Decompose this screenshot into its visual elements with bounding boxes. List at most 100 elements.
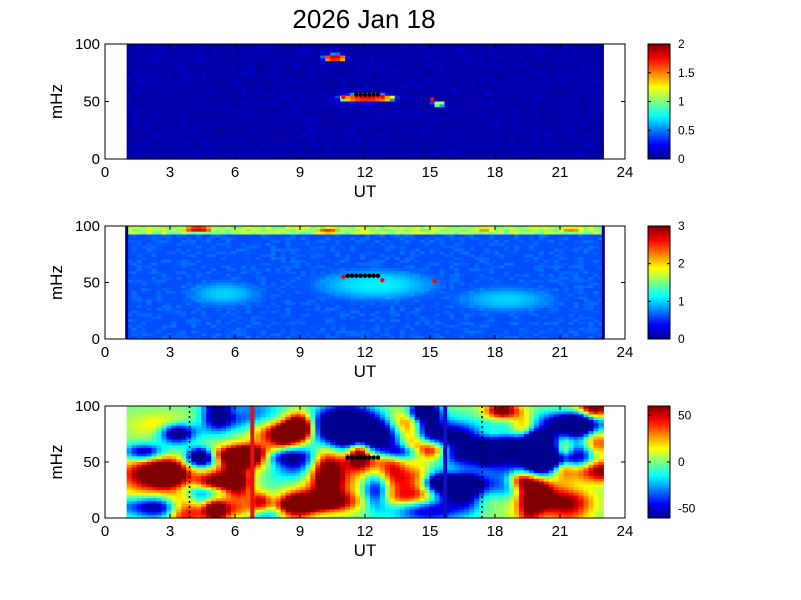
heatmap-cell bbox=[598, 84, 604, 88]
heatmap-cell bbox=[513, 46, 520, 51]
heatmap-cell bbox=[409, 52, 416, 57]
heatmap-cell bbox=[350, 226, 356, 230]
heatmap-cell bbox=[285, 228, 292, 233]
heatmap-cell bbox=[146, 67, 153, 71]
heatmap-cell bbox=[211, 44, 217, 48]
heatmap-cell bbox=[250, 133, 257, 137]
heatmap-cell bbox=[240, 251, 247, 255]
heatmap-cell bbox=[369, 52, 376, 57]
heatmap-cell bbox=[225, 95, 232, 100]
heatmap-cell bbox=[206, 61, 212, 65]
heatmap-cell bbox=[325, 110, 331, 114]
heatmap-cell bbox=[399, 104, 406, 108]
heatmap-cell bbox=[523, 127, 530, 131]
heatmap-cell bbox=[225, 84, 232, 88]
heatmap-cell bbox=[409, 228, 416, 233]
heatmap-cell bbox=[360, 55, 366, 59]
heatmap-cell bbox=[369, 115, 376, 120]
heatmap-cell bbox=[285, 95, 292, 100]
heatmap-cell bbox=[280, 84, 287, 88]
heatmap-cell bbox=[409, 95, 416, 100]
heatmap-cell bbox=[131, 64, 138, 68]
heatmap-cell bbox=[404, 75, 411, 80]
heatmap-cell bbox=[166, 228, 172, 233]
heatmap-cell bbox=[568, 115, 575, 120]
colorbar-swatch bbox=[648, 113, 670, 116]
heatmap-cell bbox=[196, 242, 202, 247]
heatmap-cell bbox=[320, 49, 326, 54]
heatmap-cell bbox=[340, 110, 346, 114]
heatmap-cell bbox=[245, 144, 252, 149]
heatmap-cell bbox=[414, 150, 421, 154]
heatmap-cell bbox=[414, 87, 421, 91]
heatmap-cell bbox=[439, 87, 446, 91]
heatmap-cell bbox=[568, 98, 575, 103]
heatmap-cell bbox=[126, 55, 133, 59]
heatmap-cell bbox=[568, 156, 575, 160]
heatmap-cell bbox=[161, 72, 167, 77]
heatmap-cell bbox=[141, 107, 148, 111]
heatmap-cell bbox=[315, 245, 321, 250]
heatmap-cell bbox=[325, 61, 331, 65]
heatmap-cell bbox=[419, 52, 426, 57]
heatmap-cell bbox=[429, 144, 436, 149]
heatmap-cell bbox=[335, 113, 341, 117]
heatmap-cell bbox=[245, 69, 252, 74]
heatmap-cell bbox=[558, 153, 565, 157]
heatmap-cell bbox=[225, 72, 232, 77]
heatmap-cell bbox=[320, 147, 326, 151]
heatmap-cell bbox=[206, 242, 212, 247]
heatmap-cell bbox=[523, 98, 530, 103]
heatmap-cell bbox=[444, 81, 451, 85]
heatmap-cell bbox=[389, 67, 396, 71]
heatmap-cell bbox=[275, 127, 282, 131]
heatmap-cell bbox=[265, 133, 272, 137]
heatmap-cell bbox=[409, 130, 416, 134]
heatmap-cell bbox=[270, 118, 277, 123]
heatmap-cell bbox=[295, 78, 302, 82]
heatmap-cell bbox=[201, 150, 207, 154]
heatmap-cell bbox=[300, 251, 307, 255]
heatmap-cell bbox=[340, 240, 346, 244]
heatmap-cell bbox=[156, 147, 163, 151]
heatmap-cell bbox=[290, 90, 297, 94]
heatmap-cell bbox=[151, 52, 158, 57]
heatmap-cell bbox=[126, 72, 133, 77]
colorbar-swatch bbox=[648, 76, 670, 79]
heatmap-2 bbox=[126, 226, 604, 340]
heatmap-cell bbox=[399, 133, 406, 137]
heatmap-cell bbox=[504, 127, 510, 131]
heatmap-cell bbox=[280, 78, 287, 82]
heatmap-cell bbox=[464, 69, 470, 74]
heatmap-cell bbox=[568, 58, 575, 62]
heatmap-cell bbox=[196, 245, 202, 250]
heatmap-cell bbox=[146, 156, 153, 160]
heatmap-cell bbox=[325, 52, 331, 57]
heatmap-cell bbox=[201, 144, 207, 149]
heatmap-cell bbox=[563, 101, 570, 105]
heatmap-cell bbox=[181, 84, 187, 88]
heatmap-cell bbox=[439, 124, 446, 128]
heatmap-cell bbox=[588, 231, 595, 236]
heatmap-cell bbox=[578, 141, 585, 146]
heatmap-cell bbox=[305, 61, 311, 65]
heatmap-cell bbox=[335, 75, 341, 80]
heatmap-cell bbox=[250, 251, 257, 255]
heatmap-cell bbox=[285, 240, 292, 244]
heatmap-cell bbox=[499, 110, 505, 114]
heatmap-cell bbox=[449, 147, 455, 151]
heatmap-cell bbox=[345, 124, 351, 128]
heatmap-cell bbox=[494, 67, 500, 71]
heatmap-cell bbox=[250, 231, 257, 236]
heatmap-cell bbox=[350, 234, 356, 238]
heatmap-cell bbox=[429, 231, 436, 236]
heatmap-cell bbox=[429, 237, 436, 241]
heatmap-cell bbox=[444, 44, 451, 48]
heatmap-cell bbox=[459, 136, 465, 140]
heatmap-cell bbox=[499, 141, 505, 146]
heatmap-cell bbox=[523, 107, 530, 111]
heatmap-cell bbox=[330, 121, 336, 126]
heatmap-cell bbox=[553, 101, 560, 105]
colorbar-swatch bbox=[648, 65, 670, 68]
heatmap-cell bbox=[389, 115, 396, 120]
